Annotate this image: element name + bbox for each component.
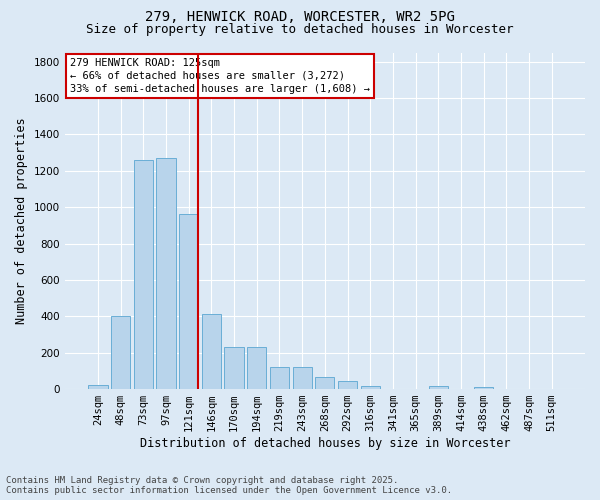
Text: 279, HENWICK ROAD, WORCESTER, WR2 5PG: 279, HENWICK ROAD, WORCESTER, WR2 5PG [145,10,455,24]
Bar [111,316,130,389]
Bar [134,160,153,389]
Bar [428,386,448,389]
Bar [270,368,289,389]
Text: Size of property relative to detached houses in Worcester: Size of property relative to detached ho… [86,22,514,36]
X-axis label: Distribution of detached houses by size in Worcester: Distribution of detached houses by size … [140,437,510,450]
Bar [293,368,312,389]
Bar [247,347,266,389]
Bar [338,381,357,389]
Bar [315,378,334,389]
Bar [157,158,176,389]
Bar [179,214,199,389]
Y-axis label: Number of detached properties: Number of detached properties [15,118,28,324]
Bar [474,388,493,389]
Bar [88,384,107,389]
Text: 279 HENWICK ROAD: 125sqm
← 66% of detached houses are smaller (3,272)
33% of sem: 279 HENWICK ROAD: 125sqm ← 66% of detach… [70,58,370,94]
Bar [202,314,221,389]
Bar [361,386,380,389]
Text: Contains HM Land Registry data © Crown copyright and database right 2025.
Contai: Contains HM Land Registry data © Crown c… [6,476,452,495]
Bar [224,347,244,389]
